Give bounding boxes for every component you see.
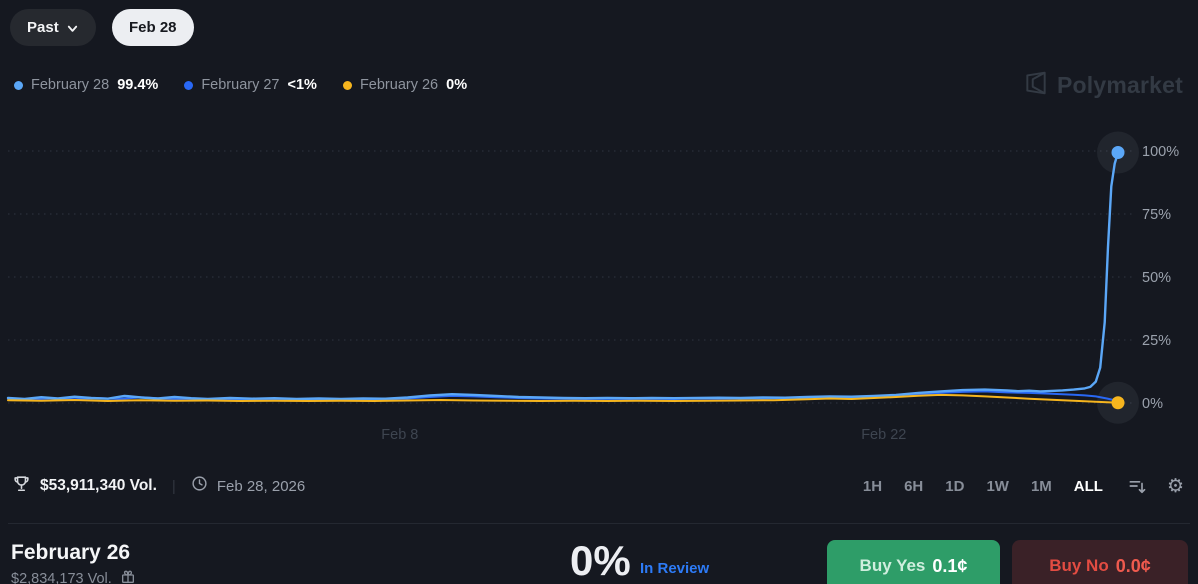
date-chip-label: Feb 28	[129, 19, 177, 36]
svg-text:Feb 8: Feb 8	[381, 427, 418, 443]
section-divider	[8, 523, 1190, 524]
clock-icon	[191, 475, 208, 497]
legend-item-feb27[interactable]: February 27 <1%	[184, 77, 317, 93]
date-chip-feb28[interactable]: Feb 28	[112, 9, 194, 46]
svg-text:75%: 75%	[1142, 207, 1171, 223]
legend-dot-feb26	[342, 80, 352, 90]
polymarket-logo-icon	[1023, 70, 1049, 101]
legend-value: 99.4%	[117, 77, 159, 93]
legend-label: February 28	[31, 77, 110, 93]
outcome-title: February 26	[11, 541, 131, 564]
market-volume: $53,911,340 Vol.	[40, 477, 157, 494]
outcome-volume: $2,834,173 Vol.	[11, 571, 112, 584]
sort-descending-icon[interactable]	[1127, 476, 1147, 496]
chart-toolbar: $53,911,340 Vol. | Feb 28, 2026 1H 6H 1D…	[12, 472, 1184, 500]
svg-text:Feb 22: Feb 22	[861, 427, 906, 443]
svg-text:100%: 100%	[1142, 144, 1179, 160]
buy-yes-label: Buy Yes	[859, 556, 926, 575]
outcome-volume-row: $2,834,173 Vol.	[11, 569, 136, 584]
timeframe-controls: 1H 6H 1D 1W 1M ALL ⚙	[859, 476, 1184, 497]
watermark-brand: Polymarket	[1056, 72, 1183, 98]
status-in-review[interactable]: In Review	[640, 560, 710, 577]
svg-text:25%: 25%	[1142, 333, 1171, 349]
svg-text:0%: 0%	[1142, 396, 1163, 412]
timeframe-1h[interactable]: 1H	[862, 477, 883, 495]
timeframe-1m[interactable]: 1M	[1030, 477, 1052, 495]
buy-yes-button[interactable]: Buy Yes 0.1¢	[827, 540, 1000, 584]
trophy-icon	[12, 474, 31, 498]
past-filter-button[interactable]: Past	[10, 9, 96, 46]
legend-dot-feb28	[14, 80, 23, 90]
buy-no-button[interactable]: Buy No 0.0¢	[1012, 540, 1188, 584]
legend-label: February 27	[201, 77, 280, 93]
timeframe-all[interactable]: ALL	[1073, 477, 1103, 495]
polymarket-watermark: Polymarket	[1023, 70, 1183, 101]
buy-no-price: 0.0¢	[1115, 555, 1151, 576]
legend-value: <1%	[287, 77, 317, 93]
past-filter-label: Past	[27, 19, 59, 36]
settings-gear-icon[interactable]: ⚙	[1166, 474, 1184, 497]
legend-label: February 26	[359, 77, 439, 93]
market-end-date: Feb 28, 2026	[216, 477, 306, 495]
legend-item-feb28[interactable]: February 28 99.4%	[14, 77, 158, 93]
svg-text:50%: 50%	[1142, 270, 1171, 286]
buy-no-label: Buy No	[1049, 556, 1109, 575]
chevron-down-icon	[66, 22, 79, 35]
separator: |	[171, 477, 176, 495]
chart-legend: February 28 99.4% February 27 <1% Februa…	[14, 77, 467, 93]
timeframe-6h[interactable]: 6H	[904, 477, 924, 495]
legend-dot-feb27	[184, 80, 194, 90]
legend-item-feb26[interactable]: February 26 0%	[342, 77, 468, 93]
toolbar-stats: $53,911,340 Vol. | Feb 28, 2026	[12, 474, 305, 498]
gift-icon[interactable]	[120, 569, 136, 584]
outcome-chance: 0%	[570, 537, 631, 584]
timeframe-1w[interactable]: 1W	[986, 477, 1009, 495]
buy-yes-price: 0.1¢	[932, 555, 968, 576]
timeframe-1d[interactable]: 1D	[945, 477, 965, 495]
legend-value: 0%	[446, 77, 468, 93]
